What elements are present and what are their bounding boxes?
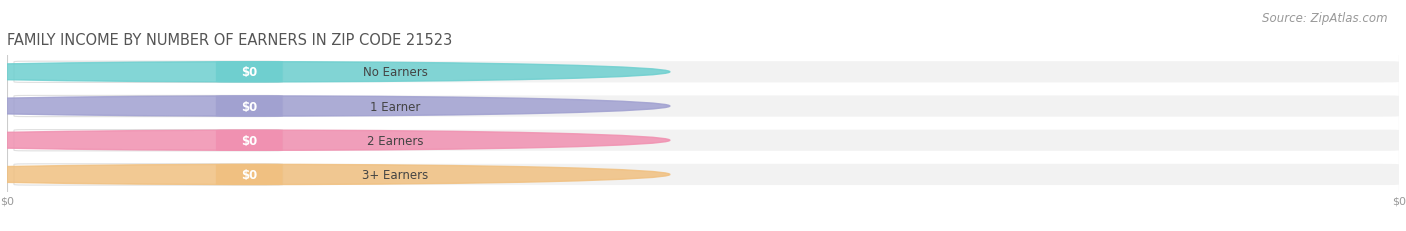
FancyBboxPatch shape	[14, 130, 283, 151]
FancyBboxPatch shape	[14, 62, 1399, 83]
FancyBboxPatch shape	[217, 164, 283, 185]
Text: 2 Earners: 2 Earners	[367, 134, 423, 147]
FancyBboxPatch shape	[14, 96, 1399, 117]
Text: 3+ Earners: 3+ Earners	[363, 168, 429, 181]
Text: FAMILY INCOME BY NUMBER OF EARNERS IN ZIP CODE 21523: FAMILY INCOME BY NUMBER OF EARNERS IN ZI…	[7, 32, 453, 47]
Circle shape	[0, 62, 669, 82]
Text: $0: $0	[240, 100, 257, 113]
Text: No Earners: No Earners	[363, 66, 427, 79]
FancyBboxPatch shape	[14, 130, 1399, 151]
Text: $0: $0	[240, 134, 257, 147]
Text: 1 Earner: 1 Earner	[370, 100, 420, 113]
Circle shape	[0, 97, 669, 117]
Circle shape	[0, 131, 669, 151]
FancyBboxPatch shape	[217, 130, 283, 151]
Circle shape	[0, 165, 669, 185]
Text: Source: ZipAtlas.com: Source: ZipAtlas.com	[1263, 12, 1388, 24]
FancyBboxPatch shape	[14, 62, 283, 83]
FancyBboxPatch shape	[14, 164, 1399, 185]
FancyBboxPatch shape	[217, 96, 283, 117]
Text: $0: $0	[240, 168, 257, 181]
FancyBboxPatch shape	[14, 164, 283, 185]
Text: $0: $0	[240, 66, 257, 79]
FancyBboxPatch shape	[14, 96, 283, 117]
FancyBboxPatch shape	[217, 62, 283, 83]
